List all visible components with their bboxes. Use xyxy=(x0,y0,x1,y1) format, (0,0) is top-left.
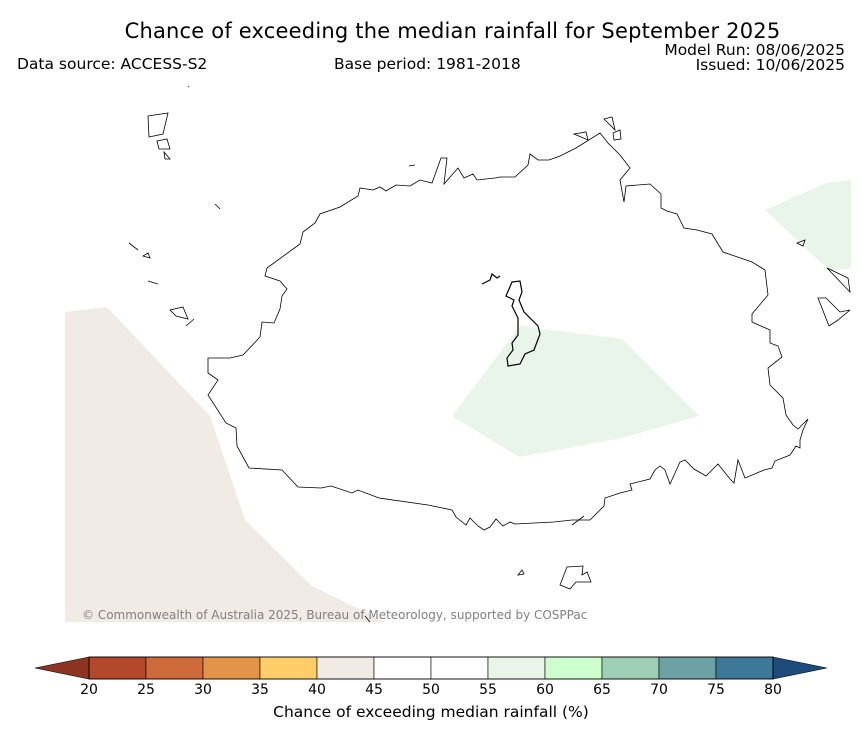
colorbar-tick-label: 65 xyxy=(593,682,611,698)
central-small-islet xyxy=(481,272,501,285)
model-run-label: Model Run: 08/06/2025 xyxy=(664,41,845,59)
colorbar-cell xyxy=(430,656,489,680)
colorbar-cell xyxy=(145,656,204,680)
colorbar-tick-label: 40 xyxy=(308,682,326,698)
colorbar-tick-label: 25 xyxy=(137,682,155,698)
northeast-shaded-region xyxy=(765,180,851,271)
west-shaded-region xyxy=(65,307,385,622)
colorbar-cell xyxy=(316,656,375,680)
colorbar-cell xyxy=(259,656,318,680)
small-islands xyxy=(128,85,851,623)
copyright-notice: © Commonwealth of Australia 2025, Bureau… xyxy=(82,608,588,622)
colorbar-under-arrow xyxy=(34,656,90,680)
colorbar-tick-label: 75 xyxy=(707,682,725,698)
colorbar-tick-label: 55 xyxy=(479,682,497,698)
issued-label: Issued: 10/06/2025 xyxy=(695,56,845,74)
colorbar-cell xyxy=(88,656,147,680)
colorbar-tick-label: 30 xyxy=(194,682,212,698)
colorbar-tick-label: 50 xyxy=(422,682,440,698)
colorbar-tick-label: 20 xyxy=(80,682,98,698)
colorbar-tick-label: 35 xyxy=(251,682,269,698)
map-title: Chance of exceeding the median rainfall … xyxy=(124,19,781,43)
colorbar-cell xyxy=(487,656,546,680)
colorbar-tick-label: 80 xyxy=(764,682,782,698)
colorbar-cell xyxy=(658,656,717,680)
data-source-label: Data source: ACCESS-S2 xyxy=(17,55,208,73)
colorbar-cell xyxy=(373,656,432,680)
base-period-label: Base period: 1981-2018 xyxy=(334,55,521,73)
main-island-coastline xyxy=(207,132,809,531)
colorbar-cell xyxy=(715,656,774,680)
colorbar-cell xyxy=(601,656,660,680)
colorbar-cell xyxy=(202,656,261,680)
central-shaded-region xyxy=(452,326,699,457)
central-island-outline xyxy=(505,280,541,367)
map-plot xyxy=(65,85,851,623)
colorbar-tick-label: 70 xyxy=(650,682,668,698)
colorbar-tick-label: 60 xyxy=(536,682,554,698)
colorbar-tick-label: 45 xyxy=(365,682,383,698)
colorbar xyxy=(34,656,828,680)
colorbar-over-arrow xyxy=(772,656,828,680)
colorbar-frame xyxy=(88,656,774,680)
colorbar-cell xyxy=(544,656,603,680)
colorbar-label: Chance of exceeding median rainfall (%) xyxy=(273,703,589,721)
